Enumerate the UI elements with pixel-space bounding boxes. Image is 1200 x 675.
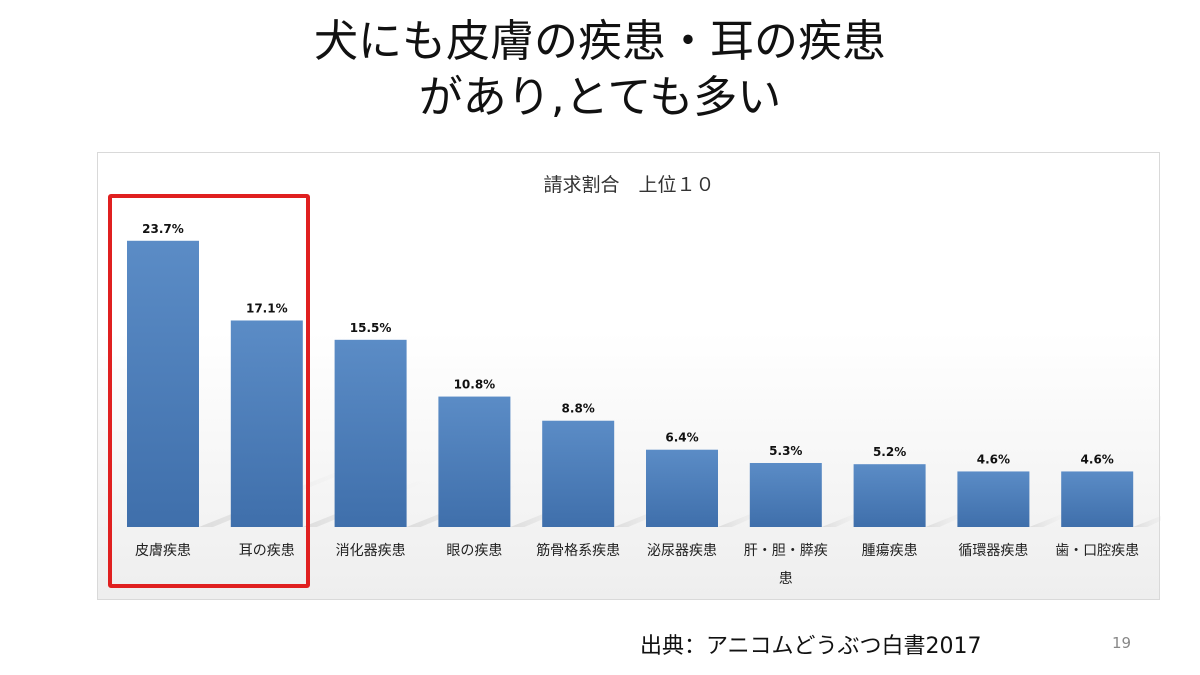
bar-value-label: 5.3% (769, 444, 802, 458)
bar-9 (957, 471, 1030, 527)
bar-10 (1061, 471, 1134, 527)
chart-title: 請求割合 上位１０ (543, 174, 714, 196)
bar-8 (853, 464, 926, 527)
slide-title-line-1: 犬にも皮膚の疾患・耳の疾患 (314, 16, 886, 67)
bar-value-label: 17.1% (246, 301, 288, 315)
slide-title-line-2: があり,とても多い (418, 72, 782, 123)
bar-value-label: 15.5% (350, 321, 392, 335)
bar-4 (438, 396, 511, 527)
bar-value-label: 4.6% (977, 452, 1010, 466)
bar-value-label: 6.4% (665, 431, 698, 445)
slide-title: 犬にも皮膚の疾患・耳の疾患 があり,とても多い (0, 14, 1200, 126)
page-number: 19 (1112, 634, 1132, 652)
category-label: 泌尿器疾患 (647, 543, 717, 559)
category-label: 筋骨格系疾患 (536, 542, 620, 559)
category-label: 耳の疾患 (239, 543, 295, 559)
bar-value-label: 5.2% (873, 445, 906, 459)
bar-3 (334, 339, 407, 527)
bar-value-label: 23.7% (142, 222, 184, 236)
bar-5 (542, 420, 615, 527)
bar-value-label: 10.8% (454, 378, 496, 392)
category-label: 歯・口腔疾患 (1055, 543, 1139, 559)
bar-2 (230, 320, 303, 527)
source-citation: 出典：アニコムどうぶつ白書2017 (640, 634, 982, 659)
category-label: 眼の疾患 (446, 543, 502, 559)
category-label: 患 (779, 571, 793, 587)
category-label: 腫瘍疾患 (862, 542, 918, 559)
bar-7 (749, 462, 822, 527)
category-label: 皮膚疾患 (135, 543, 191, 559)
category-label: 循環器疾患 (958, 543, 1028, 559)
bar-shadow (1029, 514, 1070, 527)
bar-chart: 請求割合 上位１０ 23.7% 17.1% 15.5% 10.8% 8.8% 6.4% 5.… (127, 174, 1161, 587)
bar-1 (127, 240, 199, 527)
category-label: 消化器疾患 (336, 543, 406, 559)
bar-value-label: 4.6% (1081, 452, 1114, 466)
category-label: 肝・胆・膵疾 (744, 543, 828, 559)
bar-value-label: 8.8% (562, 402, 595, 416)
bar-6 (646, 449, 718, 527)
chart-frame: 請求割合 上位１０ 23.7% 17.1% 15.5% 10.8% 8.8% 6.4% 5.… (97, 152, 1161, 600)
highlight-box (108, 194, 310, 588)
bar-shadow (1133, 515, 1161, 527)
